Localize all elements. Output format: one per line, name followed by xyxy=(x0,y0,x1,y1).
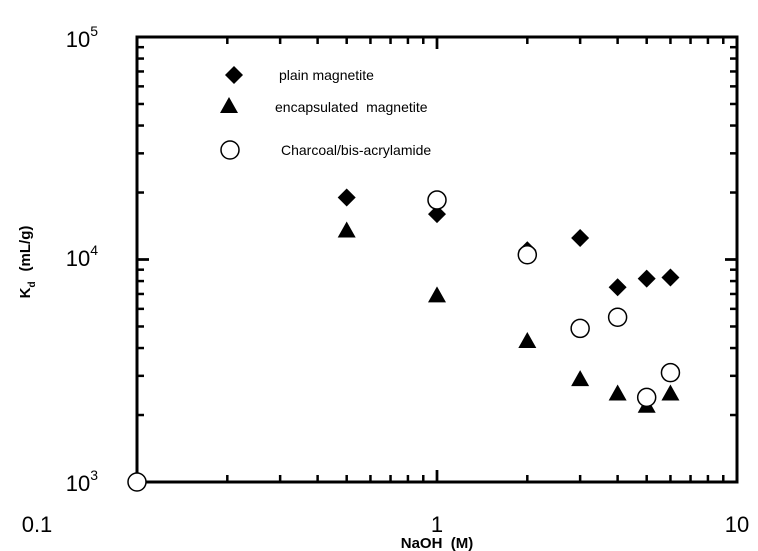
data-point-charcoal-bis-acrylamide-4 xyxy=(607,307,628,328)
x-tick-label-0.1: 0.1 xyxy=(22,512,53,537)
x-axis-title: NaOH (M) xyxy=(401,535,474,551)
legend-label-plain-magnetite: plain magnetite xyxy=(279,67,374,83)
data-point-plain-magnetite-5 xyxy=(637,269,656,288)
legend: plain magnetite encapsulated magnetite C… xyxy=(220,66,431,160)
data-points xyxy=(127,188,681,492)
data-point-plain-magnetite-4 xyxy=(608,278,627,297)
data-point-plain-magnetite-3 xyxy=(571,228,590,247)
data-point-charcoal-bis-acrylamide-0 xyxy=(127,472,147,492)
data-point-charcoal-bis-acrylamide-3 xyxy=(570,318,590,339)
y-tick-label-1000: 103 xyxy=(66,467,98,496)
data-point-encapsulated-magnetite-4 xyxy=(608,384,627,401)
data-point-charcoal-bis-acrylamide-2 xyxy=(517,245,538,265)
legend-label-encapsulated-magnetite: encapsulated magnetite xyxy=(275,99,428,115)
data-point-plain-magnetite-1 xyxy=(428,205,446,224)
data-point-encapsulated-magnetite-0 xyxy=(337,221,356,238)
y-tick-label-100000: 105 xyxy=(66,23,98,52)
legend-label-charcoal-bis-acrylamide: Charcoal/bis-acrylamide xyxy=(281,142,431,158)
data-point-charcoal-bis-acrylamide-6 xyxy=(660,362,681,383)
y-axis-title: Kd(mL/g) xyxy=(17,226,38,299)
data-point-charcoal-bis-acrylamide-5 xyxy=(636,387,657,408)
data-point-charcoal-bis-acrylamide-1 xyxy=(427,190,447,210)
plot-area-frame xyxy=(135,35,739,484)
data-point-plain-magnetite-6 xyxy=(661,268,680,287)
x-tick-label-10: 10 xyxy=(725,512,749,537)
legend-marker-encapsulated-magnetite xyxy=(220,97,238,113)
legend-marker-plain-magnetite xyxy=(225,66,243,84)
data-point-encapsulated-magnetite-1 xyxy=(428,286,446,303)
legend-marker-charcoal-bis-acrylamide xyxy=(220,140,240,160)
y-tick-label-10000: 104 xyxy=(66,242,98,271)
x-tick-label-1: 1 xyxy=(431,512,443,537)
data-point-plain-magnetite-0 xyxy=(337,188,356,207)
data-point-encapsulated-magnetite-2 xyxy=(518,332,537,349)
data-point-encapsulated-magnetite-3 xyxy=(571,370,590,387)
data-point-encapsulated-magnetite-6 xyxy=(661,384,680,401)
